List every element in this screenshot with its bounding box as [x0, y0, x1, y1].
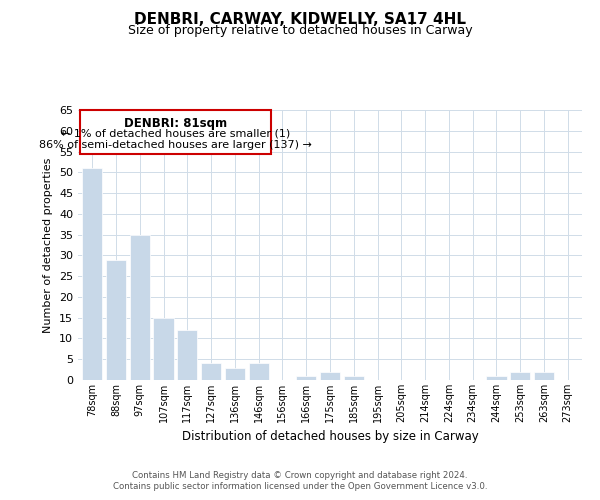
- Bar: [177, 330, 197, 380]
- Bar: [534, 372, 554, 380]
- Text: Contains HM Land Registry data © Crown copyright and database right 2024.: Contains HM Land Registry data © Crown c…: [132, 471, 468, 480]
- Bar: [487, 376, 506, 380]
- Bar: [106, 260, 126, 380]
- Bar: [344, 376, 364, 380]
- Text: DENBRI, CARWAY, KIDWELLY, SA17 4HL: DENBRI, CARWAY, KIDWELLY, SA17 4HL: [134, 12, 466, 28]
- Y-axis label: Number of detached properties: Number of detached properties: [43, 158, 53, 332]
- Text: Contains public sector information licensed under the Open Government Licence v3: Contains public sector information licen…: [113, 482, 487, 491]
- X-axis label: Distribution of detached houses by size in Carway: Distribution of detached houses by size …: [182, 430, 478, 444]
- Bar: [130, 234, 150, 380]
- Bar: [296, 376, 316, 380]
- Bar: [225, 368, 245, 380]
- Bar: [320, 372, 340, 380]
- Text: 86% of semi-detached houses are larger (137) →: 86% of semi-detached houses are larger (…: [39, 140, 312, 150]
- Text: ← 1% of detached houses are smaller (1): ← 1% of detached houses are smaller (1): [61, 128, 290, 138]
- Bar: [248, 364, 269, 380]
- Text: DENBRI: 81sqm: DENBRI: 81sqm: [124, 118, 227, 130]
- Bar: [510, 372, 530, 380]
- Bar: [82, 168, 103, 380]
- Bar: [201, 364, 221, 380]
- Bar: [154, 318, 173, 380]
- Bar: [80, 110, 271, 154]
- Text: Size of property relative to detached houses in Carway: Size of property relative to detached ho…: [128, 24, 472, 37]
